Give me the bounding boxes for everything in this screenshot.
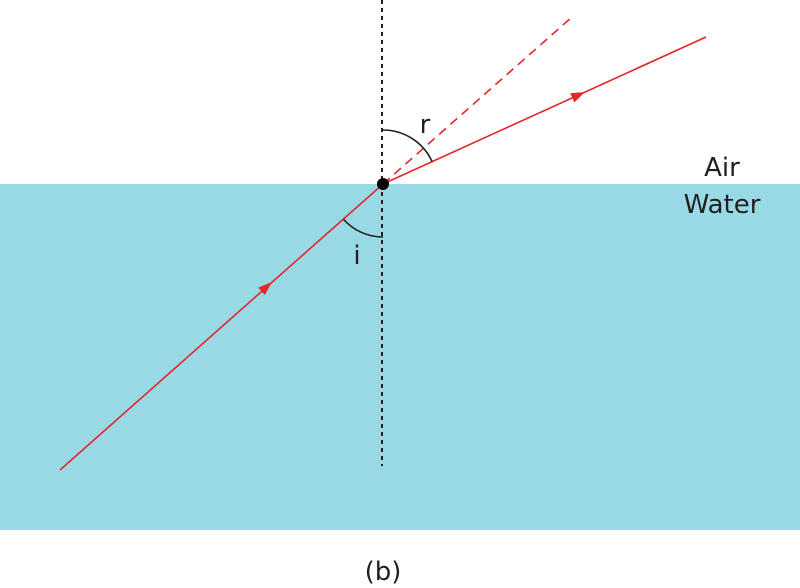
water-region: [0, 184, 800, 530]
incident-arrow: [258, 282, 272, 295]
refracted-ray: [382, 36, 707, 185]
incidence-angle-arc: [342, 218, 384, 238]
medium-label: Water: [684, 190, 761, 220]
angle-label: i: [353, 241, 360, 271]
incident-ray: [59, 183, 384, 471]
medium-label: Air: [704, 153, 740, 183]
incidence-point: [377, 178, 389, 190]
angle-label: r: [420, 110, 431, 140]
ray-extension: [382, 16, 573, 185]
caption: (b): [365, 557, 402, 587]
refracted-arrow: [570, 92, 585, 103]
refraction-angle-arc: [382, 129, 433, 162]
